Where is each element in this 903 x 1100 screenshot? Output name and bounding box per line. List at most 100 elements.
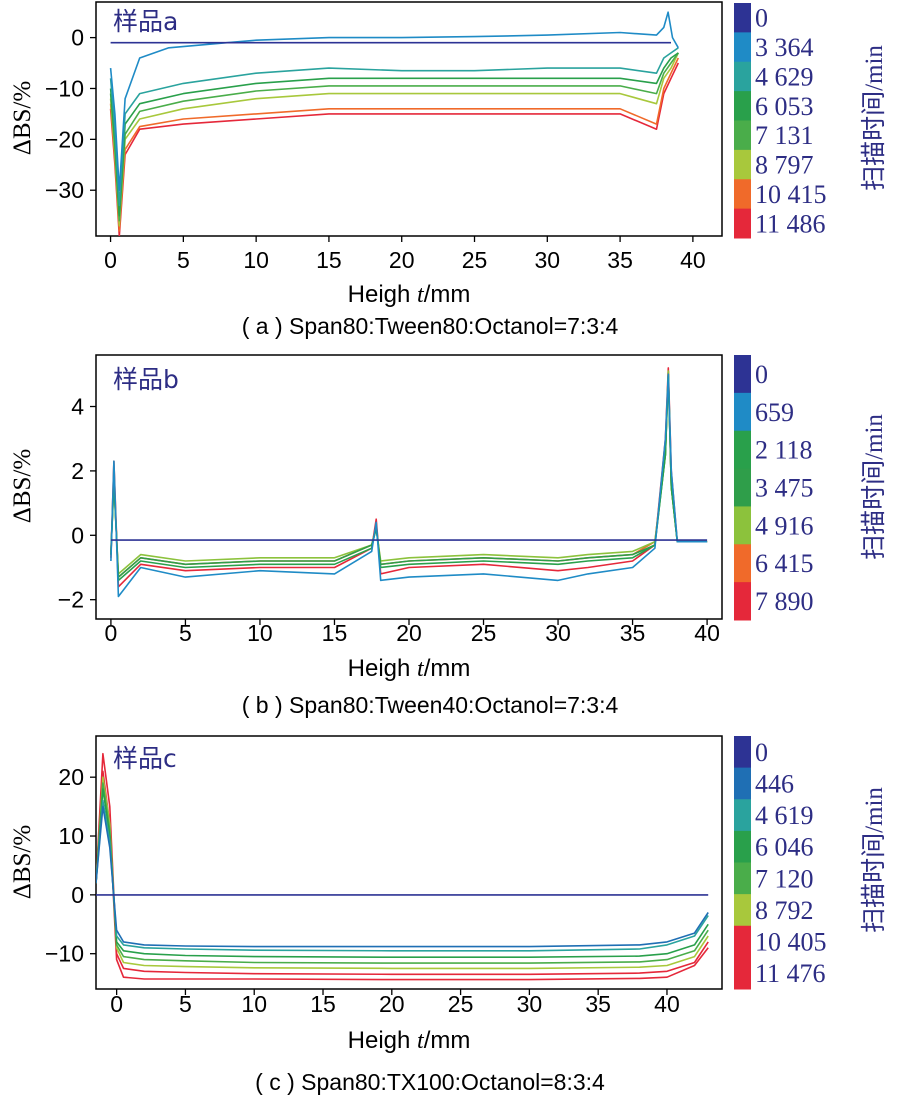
legend-label-6: 6 415 xyxy=(755,549,814,578)
y-tick-label: −2 xyxy=(58,587,84,613)
legend-swatch-4 xyxy=(734,91,751,121)
y-tick-label: 2 xyxy=(71,458,84,484)
x-tick-label: 10 xyxy=(241,991,267,1017)
chart-panel-1: 0 5 10 15 20 25 30 35 40 −30 −20 −10 0 ΔBS/% Heigh t/m… xyxy=(9,1,888,339)
x-tick-label: 35 xyxy=(620,620,646,646)
x-tick-label: 35 xyxy=(585,991,611,1017)
y-tick-label: 0 xyxy=(71,522,84,548)
x-axis-label-main: Heigh xyxy=(348,655,417,682)
legend-label-6: 8 797 xyxy=(755,151,814,180)
series-group xyxy=(110,367,708,598)
x-axis-label-var: t xyxy=(417,1028,425,1054)
legend-label-1: 0 xyxy=(755,360,768,389)
legend-swatch-4 xyxy=(734,830,751,863)
legend-swatch-8 xyxy=(734,208,751,239)
panel-caption: ( c ) Span80:TX100:Octanol=8:3:4 xyxy=(255,1069,605,1095)
legend-title: 扫描时间/min xyxy=(860,414,888,560)
y-tick-label: 0 xyxy=(71,882,84,908)
x-tick-label: 25 xyxy=(462,247,488,273)
x-tick-label: 30 xyxy=(545,620,571,646)
panel-caption: ( a ) Span80:Tween80:Octanol=7:3:4 xyxy=(242,313,619,339)
y-tick-label: −20 xyxy=(45,126,84,152)
legend-label-3: 4 619 xyxy=(755,801,814,830)
legend-label-7: 10 415 xyxy=(755,180,827,209)
legend-swatch-7 xyxy=(734,582,751,621)
legend-swatch-6 xyxy=(734,894,751,927)
legend-label-2: 3 364 xyxy=(755,33,814,62)
legend-swatch-2 xyxy=(734,767,751,800)
x-tick-label: 40 xyxy=(680,247,706,273)
x-tick-label: 30 xyxy=(517,991,543,1017)
series-line-2 xyxy=(96,805,709,948)
x-tick-label: 30 xyxy=(535,247,561,273)
legend-swatch-3 xyxy=(734,799,751,832)
sample-label: 样品b xyxy=(113,365,179,394)
x-tick-label: 15 xyxy=(316,247,342,273)
legend-label-1: 0 xyxy=(755,738,768,767)
x-tick-label: 40 xyxy=(654,991,680,1017)
chart-panel-2: 0 5 10 15 20 25 30 35 40 −2 0 2 4 ΔBS/% Heigh t/mm ( b … xyxy=(9,354,888,718)
legend-swatch-8 xyxy=(734,957,751,990)
x-axis-label-unit: /mm xyxy=(424,281,471,308)
legend-swatch-4 xyxy=(734,468,751,507)
y-tick-label: 0 xyxy=(71,25,84,51)
x-tick-label: 0 xyxy=(110,991,123,1017)
series-line-3 xyxy=(109,47,679,207)
x-tick-label: 10 xyxy=(247,620,273,646)
plot-frame xyxy=(95,354,723,620)
sample-label: 样品a xyxy=(113,7,178,36)
y-tick-label: 4 xyxy=(71,394,84,420)
x-tick-label: 20 xyxy=(379,991,405,1017)
legend-swatch-5 xyxy=(734,506,751,545)
sample-label: 样品c xyxy=(113,744,177,773)
x-tick-label: 20 xyxy=(389,247,415,273)
x-axis-label-unit: /mm xyxy=(424,655,471,682)
legend-swatch-3 xyxy=(734,430,751,470)
x-axis-label-var: t xyxy=(417,656,425,682)
y-tick-label: −10 xyxy=(45,941,84,967)
x-tick-label: 25 xyxy=(471,620,497,646)
legend-swatch-1 xyxy=(734,355,751,394)
x-tick-label: 10 xyxy=(243,247,269,273)
legend-swatch-1 xyxy=(734,3,751,33)
legend-swatch-7 xyxy=(734,179,751,210)
legend-label-5: 7 120 xyxy=(755,864,814,893)
legend-label-4: 6 046 xyxy=(755,833,814,862)
legend-label-5: 7 131 xyxy=(755,121,814,150)
x-tick-label: 40 xyxy=(694,620,720,646)
series-line-2 xyxy=(110,373,708,598)
x-tick-label: 0 xyxy=(104,247,117,273)
series-group xyxy=(96,752,709,981)
plot-frame xyxy=(95,1,723,237)
x-tick-label: 5 xyxy=(179,991,192,1017)
legend-title: 扫描时间/min xyxy=(860,787,888,933)
legend-label-4: 3 475 xyxy=(755,474,814,503)
legend-title: 扫描时间/min xyxy=(860,45,888,191)
panel-caption: ( b ) Span80:Tween40:Octanol=7:3:4 xyxy=(242,692,619,718)
legend-label-2: 446 xyxy=(755,769,794,798)
x-axis-label-main: Heigh xyxy=(348,1027,417,1054)
legend-label-7: 10 405 xyxy=(755,928,827,957)
y-tick-label: 20 xyxy=(58,764,84,790)
legend-label-8: 11 486 xyxy=(755,209,826,238)
legend-swatch-5 xyxy=(734,120,751,151)
y-tick-label: −10 xyxy=(45,75,84,101)
x-tick-label: 15 xyxy=(322,620,348,646)
legend-label-3: 4 629 xyxy=(755,62,814,91)
y-tick-label: 10 xyxy=(58,823,84,849)
x-axis-label: Heigh t/mm xyxy=(348,655,471,682)
legend-label-1: 0 xyxy=(755,4,768,33)
x-axis-label-main: Heigh xyxy=(348,281,417,308)
legend-label-2: 659 xyxy=(755,398,794,427)
legend-swatch-6 xyxy=(734,149,751,180)
legend-label-7: 7 890 xyxy=(755,587,814,616)
legend-swatch-1 xyxy=(734,736,751,769)
series-group xyxy=(109,11,680,236)
x-tick-label: 5 xyxy=(177,247,190,273)
legend-label-3: 2 118 xyxy=(755,436,813,465)
x-tick-label: 15 xyxy=(310,991,336,1017)
x-tick-label: 5 xyxy=(179,620,192,646)
legend-swatch-6 xyxy=(734,544,751,583)
series-line-2 xyxy=(109,11,679,191)
